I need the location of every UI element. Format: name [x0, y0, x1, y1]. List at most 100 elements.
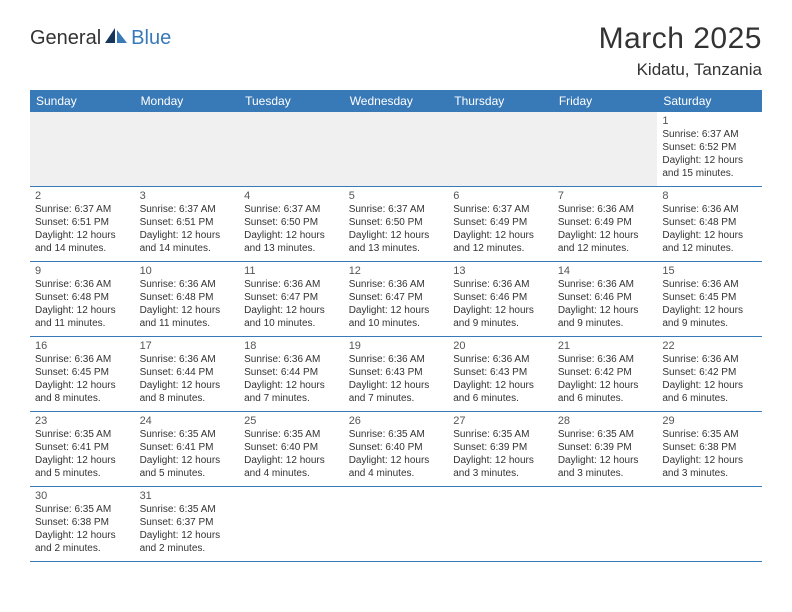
day-number: 2 — [35, 190, 130, 202]
calendar-day-cell: 23Sunrise: 6:35 AMSunset: 6:41 PMDayligh… — [30, 412, 135, 487]
day-info: Sunrise: 6:37 AMSunset: 6:51 PMDaylight:… — [35, 203, 130, 255]
calendar-day-cell: 6Sunrise: 6:37 AMSunset: 6:49 PMDaylight… — [448, 187, 553, 262]
day-number: 22 — [662, 340, 757, 352]
day-number: 20 — [453, 340, 548, 352]
calendar-empty-cell — [448, 487, 553, 562]
day-info: Sunrise: 6:35 AMSunset: 6:38 PMDaylight:… — [35, 503, 130, 555]
calendar-body: 1Sunrise: 6:37 AMSunset: 6:52 PMDaylight… — [30, 112, 762, 562]
calendar-day-cell: 11Sunrise: 6:36 AMSunset: 6:47 PMDayligh… — [239, 262, 344, 337]
calendar-day-cell: 15Sunrise: 6:36 AMSunset: 6:45 PMDayligh… — [657, 262, 762, 337]
day-number: 15 — [662, 265, 757, 277]
day-info: Sunrise: 6:35 AMSunset: 6:40 PMDaylight:… — [349, 428, 444, 480]
day-number: 18 — [244, 340, 339, 352]
day-number: 10 — [140, 265, 235, 277]
calendar-day-cell: 26Sunrise: 6:35 AMSunset: 6:40 PMDayligh… — [344, 412, 449, 487]
day-number: 25 — [244, 415, 339, 427]
day-number: 12 — [349, 265, 444, 277]
calendar-day-cell: 25Sunrise: 6:35 AMSunset: 6:40 PMDayligh… — [239, 412, 344, 487]
calendar-week-row: 23Sunrise: 6:35 AMSunset: 6:41 PMDayligh… — [30, 412, 762, 487]
calendar-day-cell: 22Sunrise: 6:36 AMSunset: 6:42 PMDayligh… — [657, 337, 762, 412]
day-info: Sunrise: 6:35 AMSunset: 6:38 PMDaylight:… — [662, 428, 757, 480]
day-info: Sunrise: 6:36 AMSunset: 6:46 PMDaylight:… — [453, 278, 548, 330]
calendar-empty-cell — [239, 487, 344, 562]
day-info: Sunrise: 6:36 AMSunset: 6:46 PMDaylight:… — [558, 278, 653, 330]
day-number: 6 — [453, 190, 548, 202]
calendar-day-cell: 30Sunrise: 6:35 AMSunset: 6:38 PMDayligh… — [30, 487, 135, 562]
weekday-header: Sunday — [30, 90, 135, 112]
day-info: Sunrise: 6:36 AMSunset: 6:48 PMDaylight:… — [140, 278, 235, 330]
calendar-blank-cell — [553, 112, 658, 187]
calendar-day-cell: 24Sunrise: 6:35 AMSunset: 6:41 PMDayligh… — [135, 412, 240, 487]
day-number: 7 — [558, 190, 653, 202]
day-info: Sunrise: 6:36 AMSunset: 6:42 PMDaylight:… — [662, 353, 757, 405]
day-number: 1 — [662, 115, 757, 127]
day-number: 21 — [558, 340, 653, 352]
day-number: 29 — [662, 415, 757, 427]
calendar-day-cell: 18Sunrise: 6:36 AMSunset: 6:44 PMDayligh… — [239, 337, 344, 412]
day-info: Sunrise: 6:35 AMSunset: 6:40 PMDaylight:… — [244, 428, 339, 480]
logo: General Blue — [30, 26, 171, 51]
day-number: 3 — [140, 190, 235, 202]
calendar-day-cell: 3Sunrise: 6:37 AMSunset: 6:51 PMDaylight… — [135, 187, 240, 262]
calendar-day-cell: 8Sunrise: 6:36 AMSunset: 6:48 PMDaylight… — [657, 187, 762, 262]
calendar-empty-cell — [553, 487, 658, 562]
calendar-blank-cell — [239, 112, 344, 187]
day-number: 5 — [349, 190, 444, 202]
logo-text-blue: Blue — [131, 27, 171, 50]
calendar-day-cell: 16Sunrise: 6:36 AMSunset: 6:45 PMDayligh… — [30, 337, 135, 412]
calendar-day-cell: 29Sunrise: 6:35 AMSunset: 6:38 PMDayligh… — [657, 412, 762, 487]
calendar-day-cell: 9Sunrise: 6:36 AMSunset: 6:48 PMDaylight… — [30, 262, 135, 337]
calendar-day-cell: 21Sunrise: 6:36 AMSunset: 6:42 PMDayligh… — [553, 337, 658, 412]
calendar-week-row: 30Sunrise: 6:35 AMSunset: 6:38 PMDayligh… — [30, 487, 762, 562]
day-info: Sunrise: 6:36 AMSunset: 6:48 PMDaylight:… — [662, 203, 757, 255]
weekday-header: Saturday — [657, 90, 762, 112]
day-number: 17 — [140, 340, 235, 352]
day-number: 30 — [35, 490, 130, 502]
day-info: Sunrise: 6:36 AMSunset: 6:47 PMDaylight:… — [244, 278, 339, 330]
calendar-blank-cell — [30, 112, 135, 187]
calendar-week-row: 1Sunrise: 6:37 AMSunset: 6:52 PMDaylight… — [30, 112, 762, 187]
day-number: 4 — [244, 190, 339, 202]
calendar-day-cell: 10Sunrise: 6:36 AMSunset: 6:48 PMDayligh… — [135, 262, 240, 337]
day-info: Sunrise: 6:36 AMSunset: 6:43 PMDaylight:… — [453, 353, 548, 405]
day-info: Sunrise: 6:36 AMSunset: 6:47 PMDaylight:… — [349, 278, 444, 330]
calendar-blank-cell — [448, 112, 553, 187]
day-info: Sunrise: 6:37 AMSunset: 6:50 PMDaylight:… — [349, 203, 444, 255]
day-info: Sunrise: 6:36 AMSunset: 6:45 PMDaylight:… — [662, 278, 757, 330]
calendar-day-cell: 4Sunrise: 6:37 AMSunset: 6:50 PMDaylight… — [239, 187, 344, 262]
calendar-blank-cell — [344, 112, 449, 187]
day-number: 19 — [349, 340, 444, 352]
day-info: Sunrise: 6:35 AMSunset: 6:41 PMDaylight:… — [35, 428, 130, 480]
day-number: 9 — [35, 265, 130, 277]
day-info: Sunrise: 6:36 AMSunset: 6:42 PMDaylight:… — [558, 353, 653, 405]
month-title: March 2025 — [599, 22, 762, 56]
calendar-day-cell: 7Sunrise: 6:36 AMSunset: 6:49 PMDaylight… — [553, 187, 658, 262]
calendar-empty-cell — [344, 487, 449, 562]
day-info: Sunrise: 6:36 AMSunset: 6:48 PMDaylight:… — [35, 278, 130, 330]
day-info: Sunrise: 6:36 AMSunset: 6:44 PMDaylight:… — [140, 353, 235, 405]
day-info: Sunrise: 6:35 AMSunset: 6:39 PMDaylight:… — [558, 428, 653, 480]
calendar-week-row: 9Sunrise: 6:36 AMSunset: 6:48 PMDaylight… — [30, 262, 762, 337]
day-info: Sunrise: 6:37 AMSunset: 6:51 PMDaylight:… — [140, 203, 235, 255]
calendar-day-cell: 5Sunrise: 6:37 AMSunset: 6:50 PMDaylight… — [344, 187, 449, 262]
day-number: 26 — [349, 415, 444, 427]
calendar-day-cell: 1Sunrise: 6:37 AMSunset: 6:52 PMDaylight… — [657, 112, 762, 187]
calendar-day-cell: 12Sunrise: 6:36 AMSunset: 6:47 PMDayligh… — [344, 262, 449, 337]
day-number: 27 — [453, 415, 548, 427]
calendar-week-row: 2Sunrise: 6:37 AMSunset: 6:51 PMDaylight… — [30, 187, 762, 262]
day-number: 24 — [140, 415, 235, 427]
calendar-day-cell: 19Sunrise: 6:36 AMSunset: 6:43 PMDayligh… — [344, 337, 449, 412]
weekday-header: Tuesday — [239, 90, 344, 112]
day-info: Sunrise: 6:36 AMSunset: 6:45 PMDaylight:… — [35, 353, 130, 405]
logo-sail-icon — [103, 26, 129, 51]
calendar-blank-cell — [135, 112, 240, 187]
location-title: Kidatu, Tanzania — [599, 60, 762, 80]
page-header: General Blue March 2025 Kidatu, Tanzania — [30, 22, 762, 80]
day-number: 31 — [140, 490, 235, 502]
calendar-day-cell: 31Sunrise: 6:35 AMSunset: 6:37 PMDayligh… — [135, 487, 240, 562]
weekday-header: Wednesday — [344, 90, 449, 112]
day-number: 23 — [35, 415, 130, 427]
logo-text-general: General — [30, 27, 101, 50]
weekday-header: Friday — [553, 90, 658, 112]
calendar-empty-cell — [657, 487, 762, 562]
